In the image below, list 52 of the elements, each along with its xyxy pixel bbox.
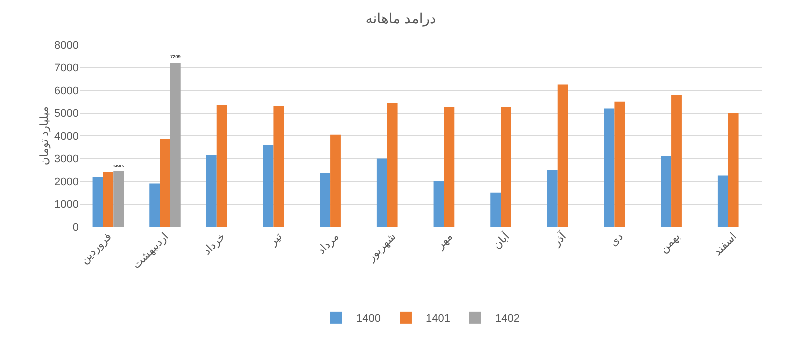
- x-tick-label: خرداد: [201, 231, 228, 258]
- legend-label: 1400: [356, 313, 381, 326]
- bar: [216, 105, 228, 227]
- bar: [387, 103, 398, 227]
- bar: [501, 108, 512, 227]
- y-axis-title: میلیارد تومان: [39, 106, 51, 166]
- x-tick-label: مهر: [434, 230, 456, 252]
- x-tick-label: دی: [608, 230, 626, 250]
- legend-label: 1401: [426, 313, 450, 326]
- x-tick-label: آبان: [490, 228, 513, 252]
- bar: [434, 182, 444, 227]
- bar: [103, 172, 114, 227]
- bar: [150, 184, 160, 227]
- x-tick-label: شهریور: [365, 231, 399, 265]
- bar: [547, 170, 558, 227]
- bar: [170, 63, 181, 227]
- y-tick-label: 7000: [54, 62, 79, 75]
- x-tick-label: تیر: [266, 231, 285, 250]
- bar: [206, 155, 217, 227]
- y-tick-label: 0: [72, 222, 79, 234]
- bar: [320, 174, 331, 227]
- bar: [614, 102, 626, 227]
- bar: [490, 192, 502, 227]
- bar: [114, 171, 124, 227]
- x-tick-label: اردیبهشت: [130, 231, 172, 272]
- y-tick-label: 5000: [54, 108, 79, 120]
- bar: [672, 95, 682, 227]
- y-tick-label: 3000: [54, 154, 79, 166]
- bar: [376, 158, 388, 227]
- bar: [604, 108, 615, 227]
- bar: [92, 176, 104, 227]
- x-tick-label: مرداد: [316, 230, 342, 258]
- legend-label: 1402: [495, 313, 520, 326]
- x-tick-label: اسفند: [712, 231, 740, 259]
- x-tick-label: فروردین: [78, 231, 114, 267]
- bar: [558, 84, 568, 227]
- bar: [661, 156, 672, 227]
- bar: [728, 113, 739, 227]
- x-tick-label: آذر: [549, 228, 570, 250]
- bar: [718, 176, 728, 227]
- bar: [330, 134, 341, 227]
- bar: [444, 108, 455, 227]
- bar: [274, 106, 284, 227]
- x-tick-label: بهمن: [658, 231, 683, 256]
- bar: [263, 145, 274, 227]
- y-tick-label: 6000: [54, 85, 79, 98]
- y-tick-label: 1000: [54, 199, 79, 212]
- y-tick-label: 4000: [54, 130, 79, 143]
- y-tick-label: 8000: [54, 40, 79, 52]
- y-tick-label: 2000: [54, 176, 79, 188]
- bar: [160, 139, 170, 227]
- chart-title: درامد ماهانه: [366, 10, 436, 28]
